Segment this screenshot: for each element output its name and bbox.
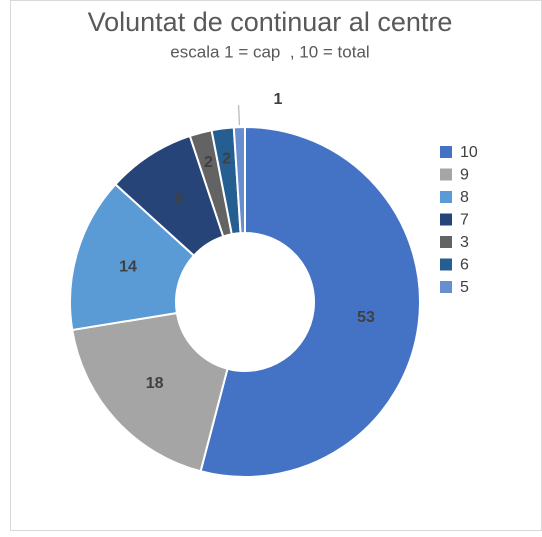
- legend-swatch: [440, 213, 452, 226]
- chart-subtitle: escala 1 = cap , 10 = total: [170, 42, 369, 61]
- data-label: 8: [174, 191, 183, 208]
- legend-swatch: [440, 258, 452, 271]
- donut-slice: [199, 125, 421, 478]
- legend-swatch: [440, 168, 452, 181]
- data-label: 18: [146, 375, 164, 392]
- legend-label: 3: [460, 234, 469, 251]
- legend-swatch: [440, 191, 452, 203]
- legend-label: 10: [460, 144, 478, 161]
- legend-label: 5: [460, 279, 469, 296]
- legend-label: 9: [460, 167, 469, 184]
- leader-line: [238, 105, 240, 126]
- legend-label: 7: [460, 212, 469, 229]
- donut-slice: [71, 311, 229, 473]
- data-label: 2: [222, 150, 231, 167]
- legend-swatch: [440, 281, 452, 293]
- legend-swatch: [440, 146, 452, 158]
- donut-slice: [232, 125, 246, 235]
- legend-swatch: [440, 236, 452, 248]
- data-label: 1: [274, 91, 283, 108]
- data-label: 2: [204, 154, 213, 171]
- data-label: 53: [357, 309, 375, 326]
- chart-title: Voluntat de continuar al centre: [88, 7, 453, 37]
- donut-slice: [69, 182, 196, 332]
- legend-label: 6: [460, 257, 469, 274]
- legend-label: 8: [460, 189, 469, 206]
- data-label: 14: [119, 259, 137, 276]
